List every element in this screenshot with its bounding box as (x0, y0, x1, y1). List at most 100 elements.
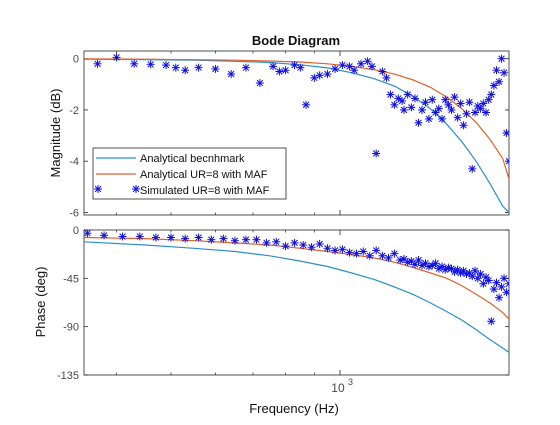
phase-point-simulated-ur-8-with-maf (484, 276, 493, 285)
magnitude-point-simulated-ur-8-with-maf (414, 118, 423, 127)
magnitude-point-simulated-ur-8-with-maf (310, 73, 319, 82)
magnitude-point-simulated-ur-8-with-maf (424, 114, 433, 123)
magnitude-point-simulated-ur-8-with-maf (331, 64, 340, 73)
phase-point-simulated-ur-8-with-maf (471, 266, 480, 275)
magnitude-point-simulated-ur-8-with-maf (487, 90, 496, 99)
magnitude-panel: 0 -2 -4 -6 Magnitude (dB) Analytical becnhm… (48, 50, 510, 219)
phase-markers (84, 230, 509, 326)
magnitude-line-analytical-becnhmark (84, 58, 509, 213)
phase-point-simulated-ur-8-with-maf (151, 233, 160, 242)
phase-point-simulated-ur-8-with-maf (505, 279, 509, 288)
phase-point-simulated-ur-8-with-maf (84, 230, 92, 238)
phase-lines (84, 236, 509, 353)
magnitude-point-simulated-ur-8-with-maf (363, 57, 372, 66)
magnitude-point-simulated-ur-8-with-maf (378, 67, 387, 76)
magnitude-point-simulated-ur-8-with-maf (410, 94, 419, 103)
magnitude-point-simulated-ur-8-with-maf (227, 70, 236, 79)
magnitude-point-simulated-ur-8-with-maf (269, 62, 278, 71)
magnitude-point-simulated-ur-8-with-maf (434, 104, 443, 113)
magnitude-point-simulated-ur-8-with-maf (495, 77, 504, 86)
magnitude-point-simulated-ur-8-with-maf (390, 100, 399, 109)
magnitude-point-simulated-ur-8-with-maf (471, 108, 480, 117)
phase-ylabel: Phase (deg) (33, 267, 48, 338)
phase-point-simulated-ur-8-with-maf (359, 247, 368, 256)
magnitude-point-simulated-ur-8-with-maf (421, 98, 430, 107)
phase-point-simulated-ur-8-with-maf (299, 241, 308, 250)
magnitude-point-simulated-ur-8-with-maf (482, 108, 491, 117)
magnitude-point-simulated-ur-8-with-maf (382, 73, 391, 82)
magnitude-point-simulated-ur-8-with-maf (130, 59, 139, 68)
phase-point-simulated-ur-8-with-maf (378, 251, 387, 260)
magnitude-point-simulated-ur-8-with-maf (428, 95, 437, 104)
legend-star-left (94, 185, 102, 193)
phase-point-simulated-ur-8-with-maf (345, 248, 354, 257)
phase-line-analytical-becnhmark (84, 241, 509, 353)
x-tick-label-base: 10 (331, 381, 345, 395)
phase-point-simulated-ur-8-with-maf (219, 234, 228, 243)
magnitude-ytick-label: -2 (69, 105, 79, 117)
magnitude-point-simulated-ur-8-with-maf (367, 62, 376, 71)
magnitude-point-simulated-ur-8-with-maf (296, 63, 305, 72)
magnitude-point-simulated-ur-8-with-maf (462, 109, 471, 118)
phase-point-simulated-ur-8-with-maf (390, 249, 399, 258)
magnitude-point-simulated-ur-8-with-maf (194, 63, 203, 72)
phase-point-simulated-ur-8-with-maf (365, 251, 374, 260)
magnitude-point-simulated-ur-8-with-maf (162, 61, 171, 70)
magnitude-point-simulated-ur-8-with-maf (275, 67, 284, 76)
phase-point-simulated-ur-8-with-maf (262, 238, 271, 247)
x-tick-label-exponent: 3 (348, 377, 353, 387)
phase-point-simulated-ur-8-with-maf (135, 232, 144, 241)
magnitude-point-simulated-ur-8-with-maf (502, 129, 509, 137)
magnitude-point-simulated-ur-8-with-maf (438, 114, 447, 123)
legend-label-benchmark: Analytical becnhmark (140, 153, 245, 165)
phase-point-simulated-ur-8-with-maf (489, 285, 498, 294)
magnitude-point-simulated-ur-8-with-maf (350, 66, 359, 75)
magnitude-point-simulated-ur-8-with-maf (338, 61, 347, 70)
magnitude-point-simulated-ur-8-with-maf (456, 99, 465, 108)
magnitude-point-simulated-ur-8-with-maf (497, 54, 506, 63)
phase-point-simulated-ur-8-with-maf (100, 231, 109, 240)
phase-point-simulated-ur-8-with-maf (118, 232, 127, 241)
magnitude-point-simulated-ur-8-with-maf (345, 62, 354, 71)
phase-ytick-label: -45 (63, 273, 79, 285)
phase-point-simulated-ur-8-with-maf (479, 279, 488, 288)
phase-point-simulated-ur-8-with-maf (207, 235, 216, 244)
magnitude-point-simulated-ur-8-with-maf (171, 63, 180, 72)
legend-star-right (132, 185, 140, 193)
phase-point-simulated-ur-8-with-maf (384, 253, 393, 262)
phase-point-simulated-ur-8-with-maf (331, 246, 340, 255)
magnitude-point-simulated-ur-8-with-maf (112, 53, 121, 62)
phase-point-simulated-ur-8-with-maf (434, 264, 443, 273)
phase-axes-box (83, 229, 510, 376)
magnitude-point-simulated-ur-8-with-maf (181, 66, 190, 75)
magnitude-point-simulated-ur-8-with-maf (418, 105, 427, 114)
phase-point-simulated-ur-8-with-maf (338, 245, 347, 254)
phase-ytick-label: 0 (73, 225, 79, 237)
figure-title: Bode Diagram (252, 33, 340, 48)
phase-point-simulated-ur-8-with-maf (396, 256, 405, 265)
phase-point-simulated-ur-8-with-maf (323, 244, 332, 253)
phase-point-simulated-ur-8-with-maf (181, 234, 190, 243)
phase-point-simulated-ur-8-with-maf (241, 235, 250, 244)
legend-marker-simulated-right (132, 185, 140, 193)
magnitude-point-simulated-ur-8-with-maf (403, 90, 412, 99)
phase-point-simulated-ur-8-with-maf (230, 236, 239, 245)
magnitude-point-simulated-ur-8-with-maf (492, 66, 501, 75)
magnitude-point-simulated-ur-8-with-maf (356, 59, 365, 68)
magnitude-ytick-label: 0 (73, 54, 79, 66)
magnitude-point-simulated-ur-8-with-maf (465, 98, 474, 107)
magnitude-point-simulated-ur-8-with-maf (399, 105, 408, 114)
magnitude-markers (93, 53, 509, 173)
phase-line-analytical-ur-8-with-maf (84, 236, 509, 320)
phase-point-simulated-ur-8-with-maf (414, 256, 423, 265)
phase-point-simulated-ur-8-with-maf (473, 274, 482, 283)
phase-point-simulated-ur-8-with-maf (281, 242, 290, 251)
legend-label-analytical-ur8: Analytical UR=8 with MAF (140, 169, 268, 181)
legend-marker-simulated-left (94, 185, 102, 193)
phase-point-simulated-ur-8-with-maf (500, 274, 509, 283)
phase-point-simulated-ur-8-with-maf (431, 259, 440, 268)
magnitude-point-simulated-ur-8-with-maf (93, 59, 102, 68)
x-axis-ticks: 10 3 (116, 51, 353, 395)
phase-panel: 0 -45 -90 -135 Phase (deg) 10 3 Frequency (H… (33, 51, 510, 416)
